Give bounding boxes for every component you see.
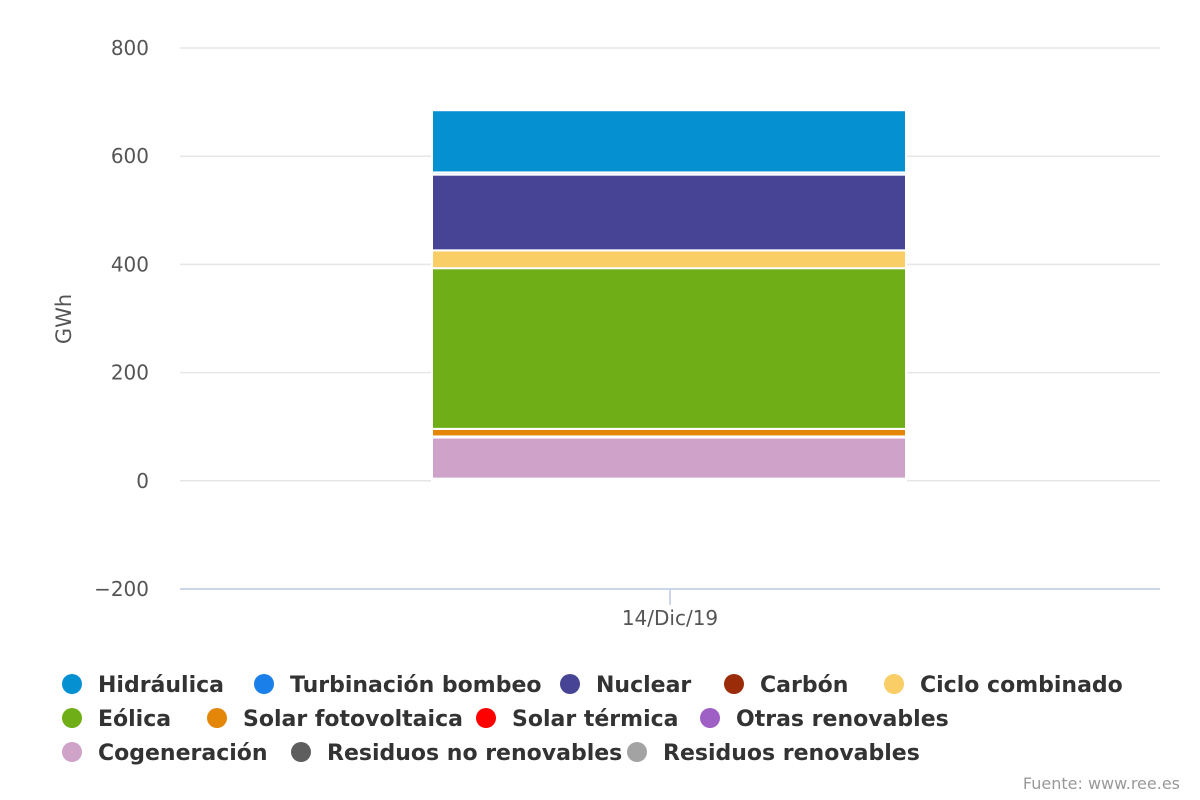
y-tick-label: 0 (136, 469, 149, 493)
legend-marker (62, 708, 82, 728)
x-axis: 14/Dic/19 (622, 589, 718, 630)
bar-segment-nuclear[interactable] (431, 173, 907, 252)
legend-marker (724, 674, 744, 694)
legend-marker (254, 674, 274, 694)
legend-label: Solar térmica (512, 707, 679, 732)
legend-marker (62, 674, 82, 694)
legend: Hidráulica Turbinación bombeo Nuclear Carbó… (62, 673, 1123, 766)
y-tick-label: 600 (111, 144, 149, 168)
legend-item[interactable]: Otras renovables (700, 707, 949, 732)
legend-marker (291, 742, 311, 762)
y-axis-title: GWh (52, 294, 76, 344)
legend-item[interactable]: Cogeneración (62, 741, 268, 766)
legend-marker (700, 708, 720, 728)
legend-item[interactable]: Solar térmica (476, 707, 679, 732)
legend-label: Residuos no renovables (327, 741, 622, 766)
bar-segment-eólica[interactable] (431, 267, 907, 430)
legend-item[interactable]: Solar fotovoltaica (207, 707, 463, 732)
x-category-label: 14/Dic/19 (622, 606, 718, 630)
legend-label: Hidráulica (98, 673, 224, 698)
legend-label: Ciclo combinado (920, 673, 1123, 698)
legend-label: Cogeneración (98, 741, 268, 766)
legend-item[interactable]: Ciclo combinado (884, 673, 1123, 698)
legend-label: Carbón (760, 673, 848, 698)
legend-label: Nuclear (596, 673, 691, 698)
bar-segment-solar-fotovoltaica[interactable] (431, 427, 907, 438)
legend-marker (884, 674, 904, 694)
y-tick-label: 200 (111, 361, 149, 385)
legend-marker (627, 742, 647, 762)
legend-marker (560, 674, 580, 694)
stacked-bar (431, 109, 907, 482)
legend-label: Residuos renovables (663, 741, 920, 766)
legend-marker (476, 708, 496, 728)
legend-marker (62, 742, 82, 762)
legend-item[interactable]: Eólica (62, 707, 171, 732)
bar-segment-hidráulica[interactable] (431, 109, 907, 174)
legend-item[interactable]: Nuclear (560, 673, 691, 698)
legend-marker (207, 708, 227, 728)
legend-label: Otras renovables (736, 707, 949, 732)
y-tick-label: 800 (111, 36, 149, 60)
credit-text[interactable]: Fuente: www.ree.es (1023, 774, 1180, 793)
legend-item[interactable]: Residuos no renovables (291, 741, 622, 766)
legend-item[interactable]: Residuos renovables (627, 741, 920, 766)
legend-item[interactable]: Carbón (724, 673, 848, 698)
bar-segment-ciclo-combinado[interactable] (431, 249, 907, 270)
y-tick-label: 400 (111, 252, 149, 276)
y-axis-ticks: −200 0 200 400 600 800 (94, 36, 149, 601)
legend-item[interactable]: Turbinación bombeo (254, 673, 542, 698)
y-tick-label: −200 (94, 577, 149, 601)
legend-item[interactable]: Hidráulica (62, 673, 224, 698)
legend-label: Turbinación bombeo (290, 673, 542, 698)
bar-segment-cogeneración[interactable] (431, 436, 907, 480)
legend-label: Eólica (98, 707, 171, 732)
legend-label: Solar fotovoltaica (243, 707, 463, 732)
